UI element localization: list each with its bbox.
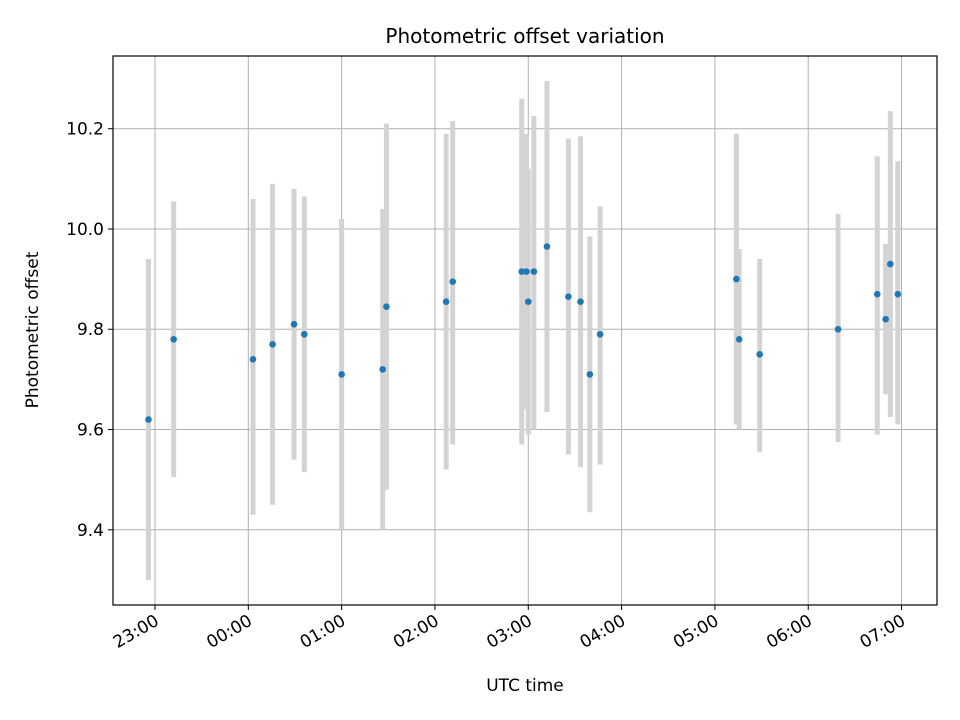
y-axis-label: Photometric offset — [23, 251, 43, 408]
data-point — [523, 268, 530, 275]
data-point — [249, 356, 257, 363]
data-point — [170, 335, 177, 343]
x-axis-label: UTC time — [486, 676, 564, 696]
data-point — [586, 371, 594, 378]
y-tick-label: 9.6 — [77, 421, 104, 441]
y-tick-label: 9.4 — [77, 521, 104, 541]
chart-title: Photometric offset variation — [385, 24, 664, 48]
data-point — [596, 330, 604, 338]
data-point — [338, 371, 345, 378]
data-point — [530, 268, 538, 275]
data-point — [543, 243, 551, 250]
data-point — [301, 330, 308, 338]
data-point — [873, 290, 881, 298]
data-point — [882, 315, 889, 323]
data-point — [518, 268, 526, 275]
data-point — [442, 298, 450, 305]
data-point — [735, 335, 743, 343]
data-point — [577, 298, 584, 305]
data-point — [379, 366, 386, 373]
data-points — [145, 243, 902, 423]
data-point — [756, 351, 763, 358]
data-point — [894, 290, 902, 298]
plot-frame — [112, 55, 938, 606]
data-point — [449, 278, 456, 285]
data-point — [565, 293, 572, 300]
data-point — [290, 320, 298, 328]
data-point — [834, 325, 842, 333]
data-point — [269, 340, 276, 348]
y-tick-label: 10.0 — [66, 220, 104, 240]
y-tick-label: 10.2 — [66, 120, 104, 140]
data-point — [887, 260, 894, 268]
data-point — [733, 275, 740, 283]
data-point — [145, 416, 152, 423]
data-point — [524, 298, 532, 305]
data-point — [383, 303, 390, 310]
y-tick-label: 9.8 — [77, 320, 104, 340]
